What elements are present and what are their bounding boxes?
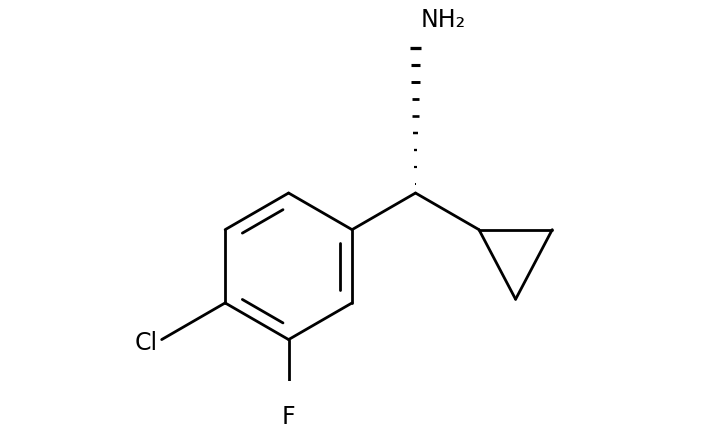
Text: Cl: Cl [135, 331, 158, 355]
Text: F: F [282, 406, 295, 426]
Text: NH₂: NH₂ [421, 8, 466, 32]
